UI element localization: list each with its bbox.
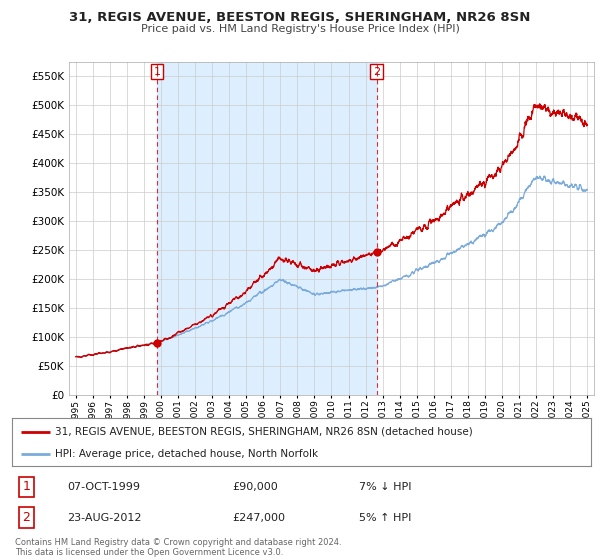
Text: 2: 2 bbox=[373, 67, 380, 77]
Text: HPI: Average price, detached house, North Norfolk: HPI: Average price, detached house, Nort… bbox=[55, 449, 319, 459]
Text: 1: 1 bbox=[154, 67, 161, 77]
Text: £247,000: £247,000 bbox=[232, 513, 285, 522]
Text: 7% ↓ HPI: 7% ↓ HPI bbox=[359, 482, 412, 492]
Text: 31, REGIS AVENUE, BEESTON REGIS, SHERINGHAM, NR26 8SN: 31, REGIS AVENUE, BEESTON REGIS, SHERING… bbox=[70, 11, 530, 24]
Bar bbox=[157, 62, 377, 395]
Text: 5% ↑ HPI: 5% ↑ HPI bbox=[359, 513, 412, 522]
Text: £90,000: £90,000 bbox=[232, 482, 278, 492]
Text: 2: 2 bbox=[23, 511, 31, 524]
Text: 23-AUG-2012: 23-AUG-2012 bbox=[67, 513, 142, 522]
Text: 31, REGIS AVENUE, BEESTON REGIS, SHERINGHAM, NR26 8SN (detached house): 31, REGIS AVENUE, BEESTON REGIS, SHERING… bbox=[55, 427, 473, 437]
Text: 07-OCT-1999: 07-OCT-1999 bbox=[67, 482, 140, 492]
Text: Contains HM Land Registry data © Crown copyright and database right 2024.
This d: Contains HM Land Registry data © Crown c… bbox=[15, 538, 341, 557]
Text: 1: 1 bbox=[23, 480, 31, 493]
Text: Price paid vs. HM Land Registry's House Price Index (HPI): Price paid vs. HM Land Registry's House … bbox=[140, 24, 460, 34]
